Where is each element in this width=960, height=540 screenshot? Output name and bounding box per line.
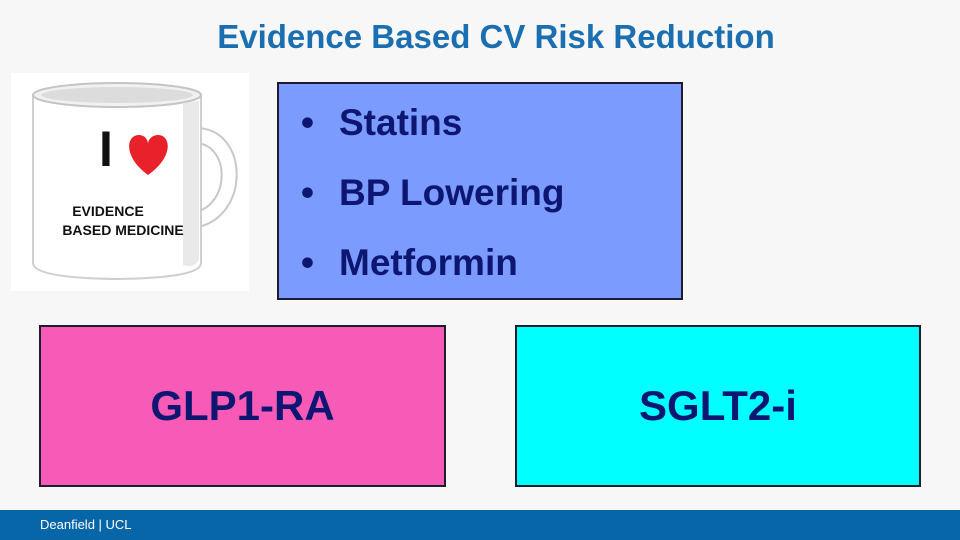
bullet-text: BP Lowering [339,172,565,213]
mug-graphic: I EVIDENCE BASED MEDICINE [32,82,238,281]
evidence-mug-image: I EVIDENCE BASED MEDICINE [11,73,249,291]
sglt2-i-box: SGLT2-i [515,325,921,487]
bullet-text: Metformin [339,242,518,283]
slide-title: Evidence Based CV Risk Reduction [217,18,775,55]
glp1-ra-label: GLP1-RA [150,382,335,429]
bullet-item-bp-lowering: • BP Lowering [301,170,564,216]
mug-text-i: I [99,121,113,177]
bullet-item-statins: • Statins [301,100,462,146]
heart-icon [129,135,168,175]
mug-text-based-medicine: BASED MEDICINE [62,222,183,238]
bullet-text: Statins [339,102,463,143]
footer-bar: Deanfield | UCL [0,510,960,540]
bullet-marker: • [301,242,314,283]
bullet-item-metformin: • Metformin [301,240,518,286]
bullet-marker: • [301,172,314,213]
bullet-marker: • [301,102,314,143]
sglt2-i-label: SGLT2-i [639,382,797,429]
bullet-list-box: • Statins • BP Lowering • Metformin [277,82,683,300]
glp1-ra-box: GLP1-RA [39,325,446,487]
mug-text-evidence: EVIDENCE [72,203,144,219]
footer-credit: Deanfield | UCL [40,517,132,532]
